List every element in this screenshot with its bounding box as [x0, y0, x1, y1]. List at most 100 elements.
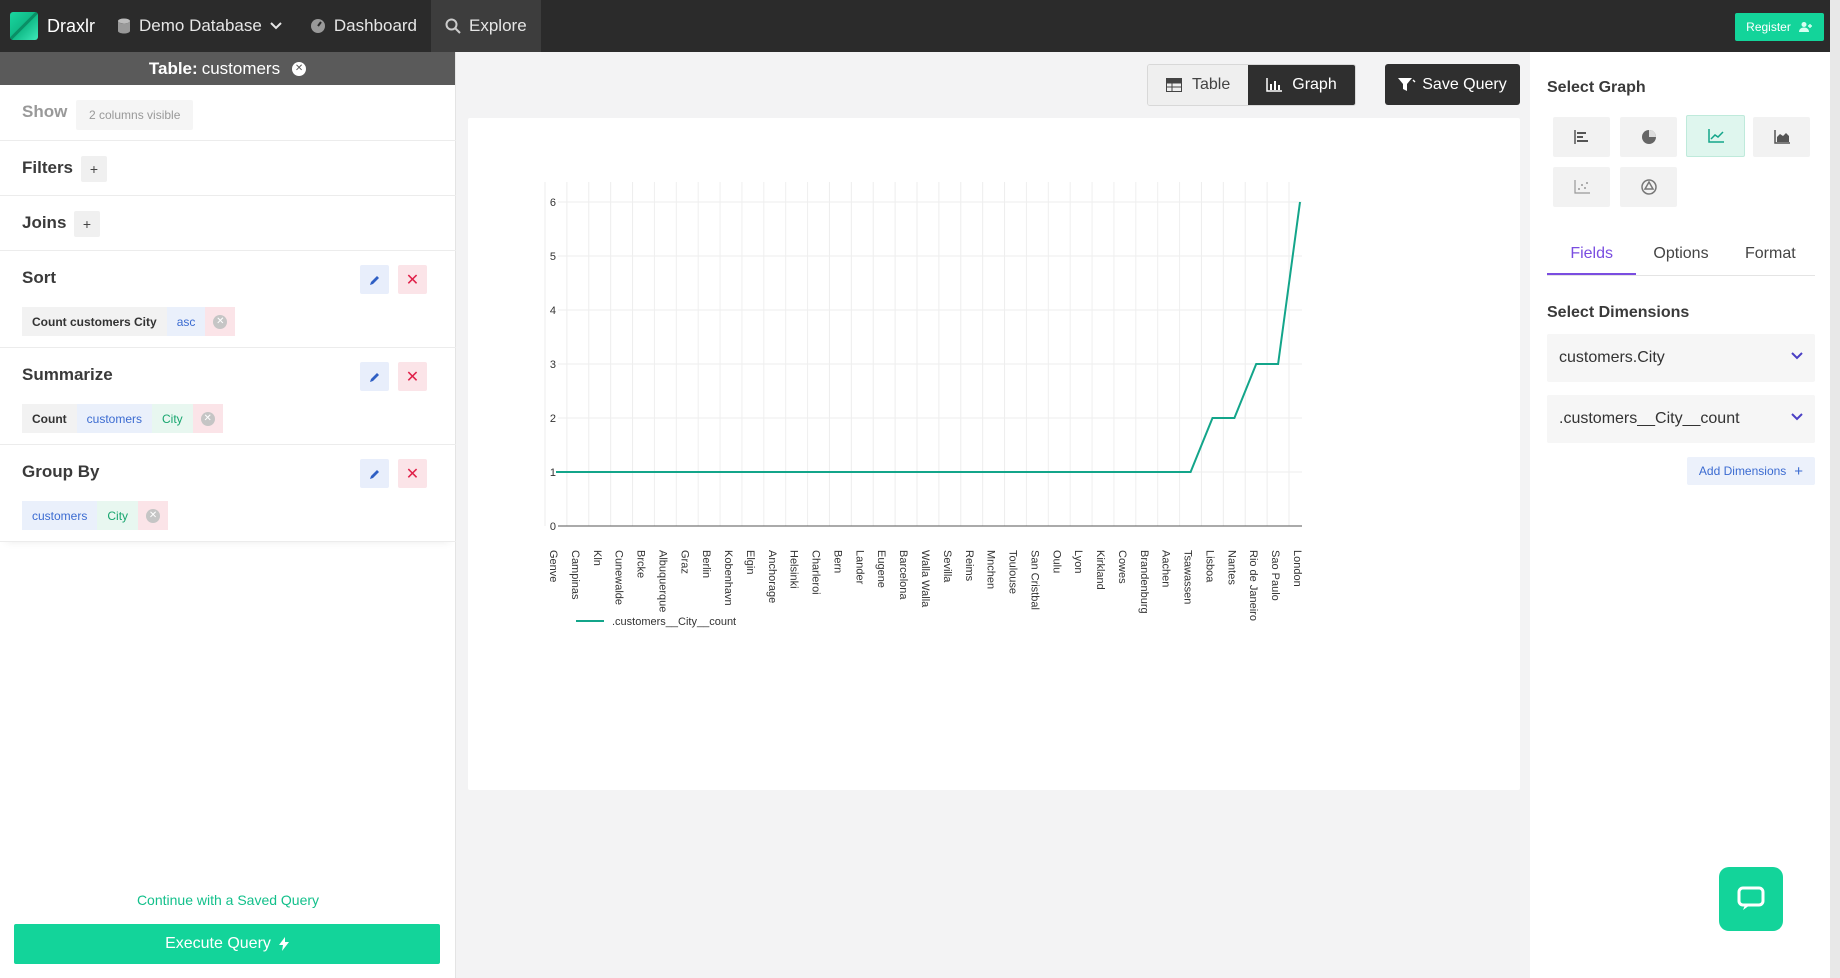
x-tick-label: Nantes: [1225, 550, 1237, 585]
x-tick-label: Kobenhavn: [722, 550, 734, 606]
radar-chart-type-button[interactable]: [1620, 167, 1677, 207]
chart-card: 0 1 2 3 4 5 6 Genve Campinas Kln Cunewalde Brcke Alb…: [468, 118, 1520, 790]
remove-sort-button[interactable]: ✕: [205, 307, 236, 336]
line-chart-icon: [1707, 129, 1724, 143]
columns-visible-chip[interactable]: 2 columns visible: [76, 100, 194, 130]
edit-summarize-button[interactable]: [360, 362, 389, 391]
edit-sort-button[interactable]: [360, 265, 389, 294]
x-tick-label: Aachen: [1160, 550, 1172, 587]
x-tick-label: Lander: [853, 550, 865, 585]
area-chart-icon: [1773, 130, 1790, 144]
table-view-button[interactable]: Table: [1148, 65, 1249, 105]
x-tick-label: Brcke: [635, 550, 647, 578]
pie-chart-icon: [1641, 130, 1656, 144]
pencil-icon: [369, 469, 379, 479]
nav-explore-label: Explore: [469, 16, 527, 35]
pie-chart-type-button[interactable]: [1620, 117, 1677, 157]
area-chart-type-button[interactable]: [1753, 117, 1810, 157]
sort-field: Count customers City: [22, 307, 167, 336]
logo-icon: [10, 12, 38, 40]
dashboard-icon: [310, 19, 325, 33]
y-tick-label: 4: [550, 305, 556, 317]
filters-section: Filters +: [0, 141, 456, 196]
save-query-button[interactable]: Save Query: [1385, 64, 1520, 105]
table-name: customers: [201, 58, 281, 78]
x-tick-label: San Cristbal: [1028, 550, 1040, 610]
add-dimensions-label: Add Dimensions: [1698, 464, 1787, 478]
tab-options[interactable]: Options: [1653, 245, 1709, 262]
plus-icon: +: [1794, 462, 1804, 480]
brand-logo[interactable]: Draxlr: [0, 0, 103, 52]
pencil-icon: [369, 372, 379, 382]
group-by-label: Group By: [22, 462, 100, 481]
graph-settings-panel: Select Graph Fields Options Format Selec…: [1530, 52, 1830, 978]
x-tick-label: Berlin: [700, 550, 712, 578]
series-line: [556, 201, 1301, 473]
register-button[interactable]: Register: [1735, 13, 1824, 41]
x-tick-label: Sao Paulo: [1269, 550, 1281, 601]
scatter-chart-type-button[interactable]: [1553, 167, 1610, 207]
graph-view-button[interactable]: Graph: [1248, 65, 1355, 105]
filter-icon: [1398, 77, 1416, 91]
x-tick-label: Cowes: [1116, 550, 1128, 584]
summarize-chip: Count customers City ✕: [22, 404, 223, 433]
group-by-table: customers: [22, 501, 98, 530]
chat-button[interactable]: [1719, 867, 1783, 931]
window-scrollbar: [1830, 0, 1840, 978]
table-view-label: Table: [1192, 76, 1231, 93]
database-selector[interactable]: Demo Database: [103, 0, 296, 52]
settings-tabs: Fields Options Format: [1547, 234, 1815, 276]
edit-group-by-button[interactable]: [360, 459, 389, 488]
summarize-section: Summarize ✕ Count customers City ✕: [0, 348, 456, 445]
dimension-select-x[interactable]: customers.City: [1547, 334, 1815, 382]
x-tick-label: Reims: [963, 550, 975, 582]
line-chart-type-button[interactable]: [1686, 115, 1745, 157]
execute-query-button[interactable]: Execute Query: [14, 924, 440, 964]
sort-chip: Count customers City asc ✕: [22, 307, 236, 336]
y-tick-label: 2: [550, 413, 556, 425]
x-tick-label: Graz: [678, 550, 690, 574]
summarize-function: Count: [22, 404, 77, 433]
add-dimensions-button[interactable]: Add Dimensions +: [1687, 457, 1815, 485]
lightning-icon: [278, 937, 289, 951]
group-by-column: City: [97, 501, 139, 530]
add-filter-button[interactable]: +: [81, 156, 107, 182]
save-query-label: Save Query: [1422, 75, 1507, 93]
table-header: Table: customers ✕: [0, 52, 455, 85]
dimension-select-y[interactable]: .customers__City__count: [1547, 395, 1815, 443]
nav-explore[interactable]: Explore: [431, 0, 541, 52]
query-builder-panel: Table: customers ✕ Show 2 columns visibl…: [0, 52, 456, 978]
tab-format[interactable]: Format: [1744, 245, 1796, 262]
database-name: Demo Database: [139, 16, 262, 35]
add-join-button[interactable]: +: [74, 211, 100, 237]
x-tick-label: Toulouse: [1007, 550, 1019, 594]
chevron-down-icon: [1791, 413, 1803, 421]
remove-group-by-button[interactable]: ✕: [138, 501, 169, 530]
close-icon: ✕: [146, 508, 161, 523]
continue-saved-query-link[interactable]: Continue with a Saved Query: [136, 892, 320, 908]
nav-dashboard[interactable]: Dashboard: [296, 0, 431, 52]
bar-chart-icon: [1266, 78, 1283, 92]
close-table-icon[interactable]: ✕: [292, 61, 307, 76]
delete-group-by-button[interactable]: ✕: [398, 459, 427, 488]
sort-direction[interactable]: asc: [166, 307, 206, 336]
delete-summarize-button[interactable]: ✕: [398, 362, 427, 391]
bar-chart-type-button[interactable]: [1553, 117, 1610, 157]
database-icon: [118, 18, 130, 34]
remove-summarize-button[interactable]: ✕: [192, 404, 223, 433]
joins-section: Joins +: [0, 196, 456, 251]
search-icon: [445, 18, 461, 34]
x-tick-label: Brandenburg: [1138, 550, 1150, 614]
group-by-section: Group By ✕ customers City ✕: [0, 445, 456, 542]
x-tick-label: Lyon: [1072, 550, 1084, 573]
close-icon: ✕: [213, 314, 228, 329]
y-tick-label: 5: [550, 251, 556, 263]
x-tick-label: Tsawassen: [1182, 550, 1194, 604]
legend-label: .customers__City__count: [612, 616, 736, 628]
joins-label: Joins: [22, 213, 67, 232]
filters-label: Filters: [22, 158, 74, 177]
tab-fields[interactable]: Fields: [1547, 234, 1637, 275]
x-tick-label: Oulu: [1050, 550, 1062, 573]
x-tick-label: Cunewalde: [613, 550, 625, 605]
delete-sort-button[interactable]: ✕: [398, 265, 427, 294]
